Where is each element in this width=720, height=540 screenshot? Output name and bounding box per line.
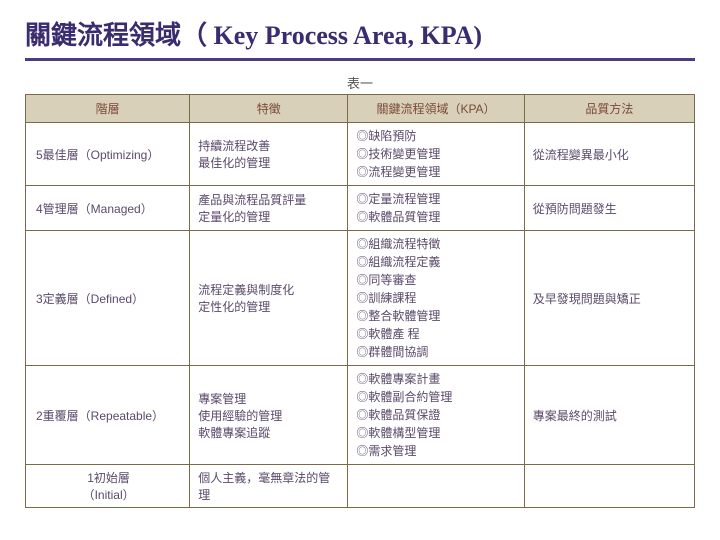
table-header-row: 階層 特徵 關鍵流程領域（KPA） 品質方法 <box>26 95 695 123</box>
cell-quality: 從預防問題發生 <box>524 186 694 231</box>
cell-kpa: ◎缺陷預防◎技術變更管理◎流程變更管理 <box>348 123 524 186</box>
cell-level: 1初始層（Initial） <box>26 465 190 508</box>
page-title: 關鍵流程領域（ Key Process Area, KPA) <box>25 15 695 61</box>
cell-kpa <box>348 465 524 508</box>
header-level: 階層 <box>26 95 190 123</box>
table-row: 2重覆層（Repeatable） 專案管理使用經驗的管理軟體專案追蹤 ◎軟體專案… <box>26 366 695 465</box>
cell-level: 2重覆層（Repeatable） <box>26 366 190 465</box>
cell-feature: 個人主義，毫無章法的管理 <box>190 465 348 508</box>
table-body: 5最佳層（Optimizing） 持續流程改善最佳化的管理 ◎缺陷預防◎技術變更… <box>26 123 695 508</box>
cell-quality: 從流程變異最小化 <box>524 123 694 186</box>
table-row: 4管理層（Managed） 產品與流程品質評量定量化的管理 ◎定量流程管理◎軟體… <box>26 186 695 231</box>
cell-kpa: ◎定量流程管理◎軟體品質管理 <box>348 186 524 231</box>
cell-quality <box>524 465 694 508</box>
cell-quality: 及早發現問題與矯正 <box>524 231 694 366</box>
table-row: 5最佳層（Optimizing） 持續流程改善最佳化的管理 ◎缺陷預防◎技術變更… <box>26 123 695 186</box>
cell-feature: 流程定義與制度化定性化的管理 <box>190 231 348 366</box>
table-row: 3定義層（Defined） 流程定義與制度化定性化的管理 ◎組織流程特徵◎組織流… <box>26 231 695 366</box>
table-row: 1初始層（Initial） 個人主義，毫無章法的管理 <box>26 465 695 508</box>
cell-level: 5最佳層（Optimizing） <box>26 123 190 186</box>
cell-feature: 專案管理使用經驗的管理軟體專案追蹤 <box>190 366 348 465</box>
cell-kpa: ◎組織流程特徵◎組織流程定義◎同等審查◎訓練課程◎整合軟體管理◎軟體產 程◎群體… <box>348 231 524 366</box>
header-quality: 品質方法 <box>524 95 694 123</box>
header-feature: 特徵 <box>190 95 348 123</box>
cell-kpa: ◎軟體專案計畫◎軟體副合約管理◎軟體品質保證◎軟體構型管理◎需求管理 <box>348 366 524 465</box>
cell-level: 4管理層（Managed） <box>26 186 190 231</box>
kpa-table: 階層 特徵 關鍵流程領域（KPA） 品質方法 5最佳層（Optimizing） … <box>25 94 695 508</box>
table-caption: 表一 <box>25 73 695 92</box>
cell-feature: 產品與流程品質評量定量化的管理 <box>190 186 348 231</box>
cell-feature: 持續流程改善最佳化的管理 <box>190 123 348 186</box>
cell-level: 3定義層（Defined） <box>26 231 190 366</box>
cell-quality: 專案最終的測試 <box>524 366 694 465</box>
header-kpa: 關鍵流程領域（KPA） <box>348 95 524 123</box>
